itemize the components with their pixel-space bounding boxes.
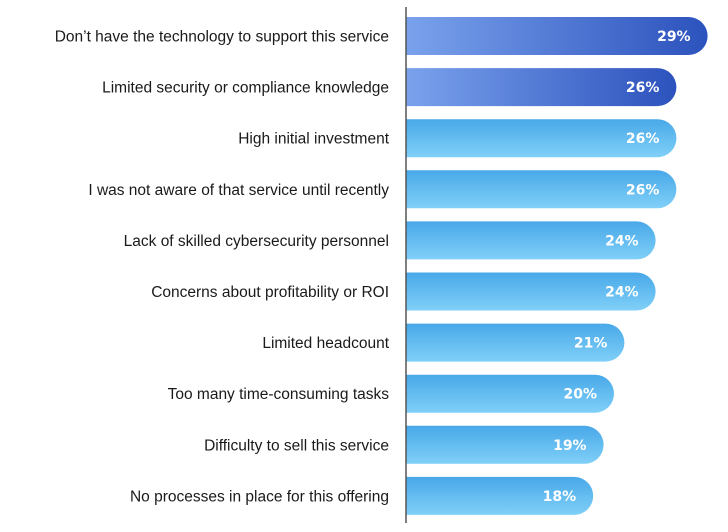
bars-group	[406, 17, 708, 515]
category-label: Limited security or compliance knowledge	[102, 80, 389, 97]
category-label: Limited headcount	[262, 335, 389, 352]
bar	[406, 425, 604, 464]
value-label: 19%	[553, 438, 587, 454]
value-label: 26%	[626, 80, 660, 96]
value-label: 24%	[605, 285, 639, 301]
category-label: I was not aware of that service until re…	[88, 182, 389, 199]
category-label: High initial investment	[238, 131, 389, 148]
value-label: 20%	[563, 387, 597, 403]
value-label: 29%	[657, 29, 691, 45]
bar	[406, 374, 614, 413]
value-label: 21%	[574, 336, 608, 352]
category-label: Concerns about profitability or ROI	[151, 284, 389, 301]
bar	[406, 119, 677, 158]
category-label: Lack of skilled cybersecurity personnel	[124, 233, 389, 250]
category-label: Difficulty to sell this service	[204, 437, 389, 454]
value-label: 26%	[626, 131, 660, 147]
value-label: 26%	[626, 182, 660, 198]
category-labels-group: Don’t have the technology to support thi…	[55, 29, 390, 506]
bar	[406, 170, 677, 209]
value-label: 18%	[543, 489, 577, 505]
bar	[406, 272, 656, 311]
value-label: 24%	[605, 233, 639, 249]
category-label: Too many time-consuming tasks	[168, 386, 390, 403]
bar	[406, 221, 656, 260]
category-label: No processes in place for this offering	[130, 488, 389, 505]
bar	[406, 17, 708, 55]
category-label: Don’t have the technology to support thi…	[55, 29, 389, 46]
bar	[406, 323, 625, 362]
bar	[406, 476, 594, 515]
bar	[406, 68, 677, 107]
value-labels-group: 29% 26% 26% 26% 24% 24% 21% 20% 19% 18%	[543, 29, 691, 505]
